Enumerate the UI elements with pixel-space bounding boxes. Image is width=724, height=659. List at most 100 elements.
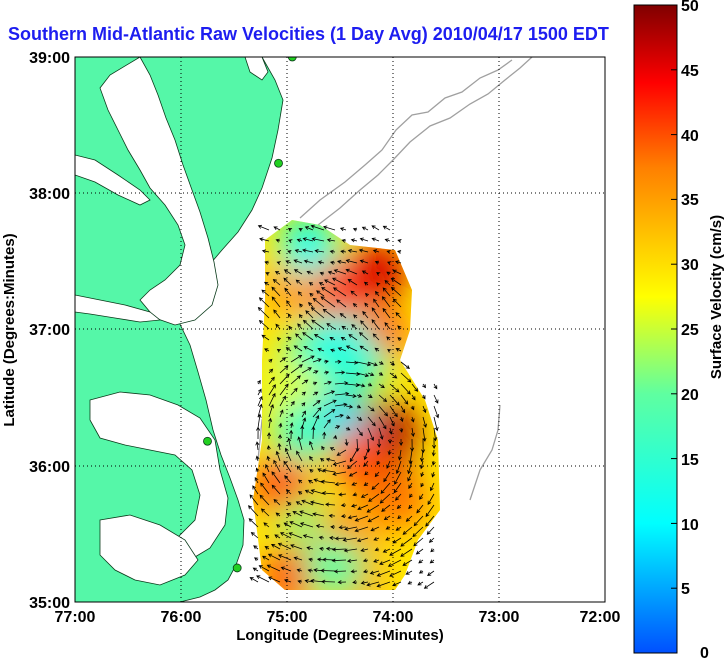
velocity-arrow (310, 307, 325, 319)
velocity-arrow (400, 548, 413, 557)
velocity-arrow (368, 493, 380, 502)
velocity-arrow (359, 345, 369, 352)
velocity-arrow (323, 399, 337, 407)
velocity-arrow (344, 526, 358, 531)
velocity-arrow (388, 427, 393, 435)
velocity-arrow (385, 536, 391, 541)
velocity-arrow (392, 537, 402, 544)
velocity-arrow (302, 332, 314, 341)
velocity-arrow (374, 290, 380, 297)
velocity-arrow (312, 381, 318, 386)
velocity-arrow (395, 493, 402, 501)
velocity-arrow (376, 272, 381, 276)
station-marker (287, 57, 297, 62)
velocity-arrow (372, 333, 380, 341)
velocity-arrow (352, 492, 358, 497)
velocity-arrow (264, 260, 270, 265)
velocity-arrow (252, 485, 259, 495)
velocity-arrow (393, 482, 402, 494)
velocity-arrow (389, 383, 400, 393)
velocity-arrow (345, 404, 354, 409)
velocity-arrow (413, 537, 424, 547)
velocity-arrow (315, 524, 325, 529)
velocity-arrow (363, 449, 369, 461)
velocity-arrow (301, 391, 306, 396)
velocity-arrow (255, 467, 260, 473)
colorbar-label: Surface Velocity (cm/s) (708, 215, 724, 379)
velocity-arrow (356, 361, 372, 367)
velocity-arrow (340, 249, 347, 254)
velocity-arrow (276, 250, 282, 255)
velocity-arrow (382, 307, 391, 319)
velocity-arrow (302, 248, 314, 253)
velocity-arrow (389, 394, 400, 406)
velocity-arrow (289, 521, 303, 528)
velocity-arrow (274, 271, 281, 275)
colorbar-tick-label: 5 (681, 581, 690, 598)
velocity-arrow (350, 290, 358, 297)
velocity-arrow (367, 361, 378, 367)
velocity-arrow (306, 270, 314, 275)
velocity-arrow (362, 558, 369, 563)
velocity-arrow (396, 249, 402, 254)
velocity-arrow (382, 225, 391, 231)
velocity-arrow (252, 567, 259, 572)
y-axis-label: Latitude (Degrees:Minutes) (1, 233, 18, 426)
velocity-arrow (257, 413, 262, 429)
velocity-arrow (387, 349, 392, 353)
velocity-arrow (268, 368, 274, 374)
velocity-arrow (358, 332, 369, 341)
velocity-arrow (279, 365, 289, 374)
velocity-arrow (377, 438, 382, 448)
velocity-arrow (408, 482, 413, 490)
velocity-arrow (389, 372, 398, 379)
colorbar-tick-labels: 50 45 40 35 30 25 20 15 10 5 0 (681, 0, 709, 659)
velocity-arrow (309, 455, 314, 462)
velocity-arrow (352, 580, 358, 585)
velocity-arrow (363, 482, 369, 486)
velocity-arrow (373, 537, 380, 541)
velocity-arrow (292, 511, 303, 517)
chart-title: Southern Mid-Atlantic Raw Velocities (1 … (8, 24, 609, 44)
velocity-arrow (274, 534, 281, 539)
velocity-arrow (297, 479, 303, 484)
velocity-arrow (397, 239, 402, 243)
velocity-arrow (378, 371, 384, 376)
velocity-arrow (411, 383, 419, 392)
velocity-arrow (361, 270, 369, 275)
velocity-arrow (293, 259, 303, 264)
y-tick-label: 38:00 (29, 186, 70, 203)
colorbar-tick-label: 25 (681, 322, 699, 339)
velocity-arrow (376, 460, 381, 466)
velocity-arrow (322, 431, 327, 440)
velocity-arrow (390, 277, 402, 286)
velocity-arrow (300, 425, 305, 440)
velocity-arrow (334, 413, 344, 418)
velocity-arrow (323, 390, 336, 396)
grid-lines (75, 57, 605, 602)
x-tick-label: 74:00 (373, 609, 414, 626)
velocity-arrow (362, 569, 369, 574)
velocity-arrow (387, 261, 392, 266)
velocity-arrow (259, 237, 270, 242)
velocity-arrow (378, 405, 389, 417)
velocity-arrow (258, 320, 270, 330)
velocity-arrow (379, 493, 391, 504)
velocity-arrow (268, 384, 276, 396)
velocity-arrow (268, 392, 276, 407)
velocity-cell (304, 537, 365, 590)
velocity-arrow (283, 522, 292, 528)
velocity-arrow (250, 531, 259, 539)
velocity-arrow (348, 334, 358, 341)
velocity-arrow (304, 579, 314, 584)
velocity-arrow (308, 557, 314, 562)
velocity-arrow (386, 336, 391, 341)
velocity-arrow (301, 379, 309, 385)
velocity-arrow (320, 479, 336, 484)
radar-stations (203, 57, 297, 573)
velocity-arrow (273, 309, 281, 319)
velocity-arrow (360, 320, 369, 330)
velocity-arrow (360, 580, 369, 585)
velocity-arrow (378, 427, 384, 440)
